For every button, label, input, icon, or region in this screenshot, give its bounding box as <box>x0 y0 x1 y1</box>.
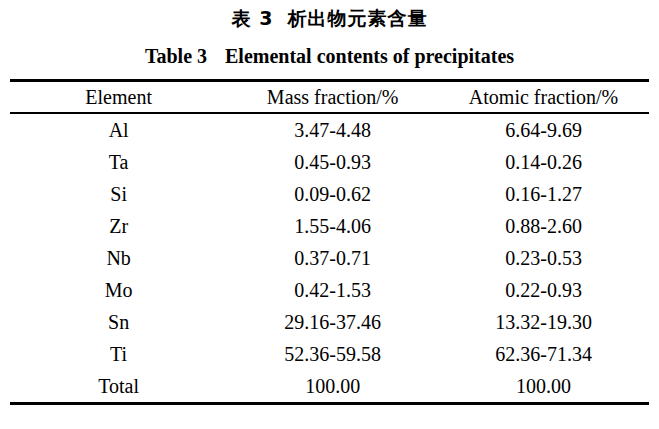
atomic-fraction-cell: 0.23-0.53 <box>438 242 649 274</box>
atomic-fraction-cell: 6.64-9.69 <box>438 113 649 146</box>
table-header: Element Mass fraction/% Atomic fraction/… <box>10 81 649 114</box>
mass-fraction-cell: 1.55-4.06 <box>227 210 438 242</box>
mass-fraction-cell: 0.37-0.71 <box>227 242 438 274</box>
element-cell: Nb <box>10 242 227 274</box>
atomic-fraction-cell: 62.36-71.34 <box>438 338 649 370</box>
precipitates-table: Element Mass fraction/% Atomic fraction/… <box>10 79 649 405</box>
table-row: Al3.47-4.486.64-9.69 <box>10 113 649 146</box>
element-cell: Al <box>10 113 227 146</box>
element-cell: Ta <box>10 146 227 178</box>
atomic-fraction-cell: 100.00 <box>438 370 649 404</box>
table-caption-zh-text: 析出物元素含量 <box>287 7 427 29</box>
table-caption-zh: 表 3 析出物元素含量 <box>0 0 659 32</box>
atomic-fraction-cell: 0.16-1.27 <box>438 178 649 210</box>
header-cell-element: Element <box>10 81 227 114</box>
table-caption-en-text: Elemental contents of precipitates <box>225 45 514 67</box>
table-row: Ti52.36-59.5862.36-71.34 <box>10 338 649 370</box>
element-cell: Sn <box>10 306 227 338</box>
mass-fraction-cell: 29.16-37.46 <box>227 306 438 338</box>
element-cell: Si <box>10 178 227 210</box>
table-caption-en: Table 3 Elemental contents of precipitate… <box>0 45 659 68</box>
mass-fraction-cell: 3.47-4.48 <box>227 113 438 146</box>
element-cell: Zr <box>10 210 227 242</box>
table-row: Si0.09-0.620.16-1.27 <box>10 178 649 210</box>
mass-fraction-cell: 52.36-59.58 <box>227 338 438 370</box>
mass-fraction-cell: 0.42-1.53 <box>227 274 438 306</box>
mass-fraction-cell: 100.00 <box>227 370 438 404</box>
mass-fraction-cell: 0.09-0.62 <box>227 178 438 210</box>
header-cell-mass-fraction: Mass fraction/% <box>227 81 438 114</box>
atomic-fraction-cell: 0.88-2.60 <box>438 210 649 242</box>
mass-fraction-cell: 0.45-0.93 <box>227 146 438 178</box>
table-caption-en-label: Table 3 <box>145 45 207 67</box>
atomic-fraction-cell: 0.22-0.93 <box>438 274 649 306</box>
element-cell: Ti <box>10 338 227 370</box>
table-body: Al3.47-4.486.64-9.69Ta0.45-0.930.14-0.26… <box>10 113 649 404</box>
header-cell-atomic-fraction: Atomic fraction/% <box>438 81 649 114</box>
element-cell: Total <box>10 370 227 404</box>
table-caption-zh-label: 表 3 <box>232 7 274 29</box>
table-row: Zr1.55-4.060.88-2.60 <box>10 210 649 242</box>
table-row: Sn29.16-37.4613.32-19.30 <box>10 306 649 338</box>
table-row: Ta0.45-0.930.14-0.26 <box>10 146 649 178</box>
atomic-fraction-cell: 0.14-0.26 <box>438 146 649 178</box>
table-row: Total100.00100.00 <box>10 370 649 404</box>
element-cell: Mo <box>10 274 227 306</box>
table-row: Nb0.37-0.710.23-0.53 <box>10 242 649 274</box>
header-row: Element Mass fraction/% Atomic fraction/… <box>10 81 649 114</box>
atomic-fraction-cell: 13.32-19.30 <box>438 306 649 338</box>
table-row: Mo0.42-1.530.22-0.93 <box>10 274 649 306</box>
